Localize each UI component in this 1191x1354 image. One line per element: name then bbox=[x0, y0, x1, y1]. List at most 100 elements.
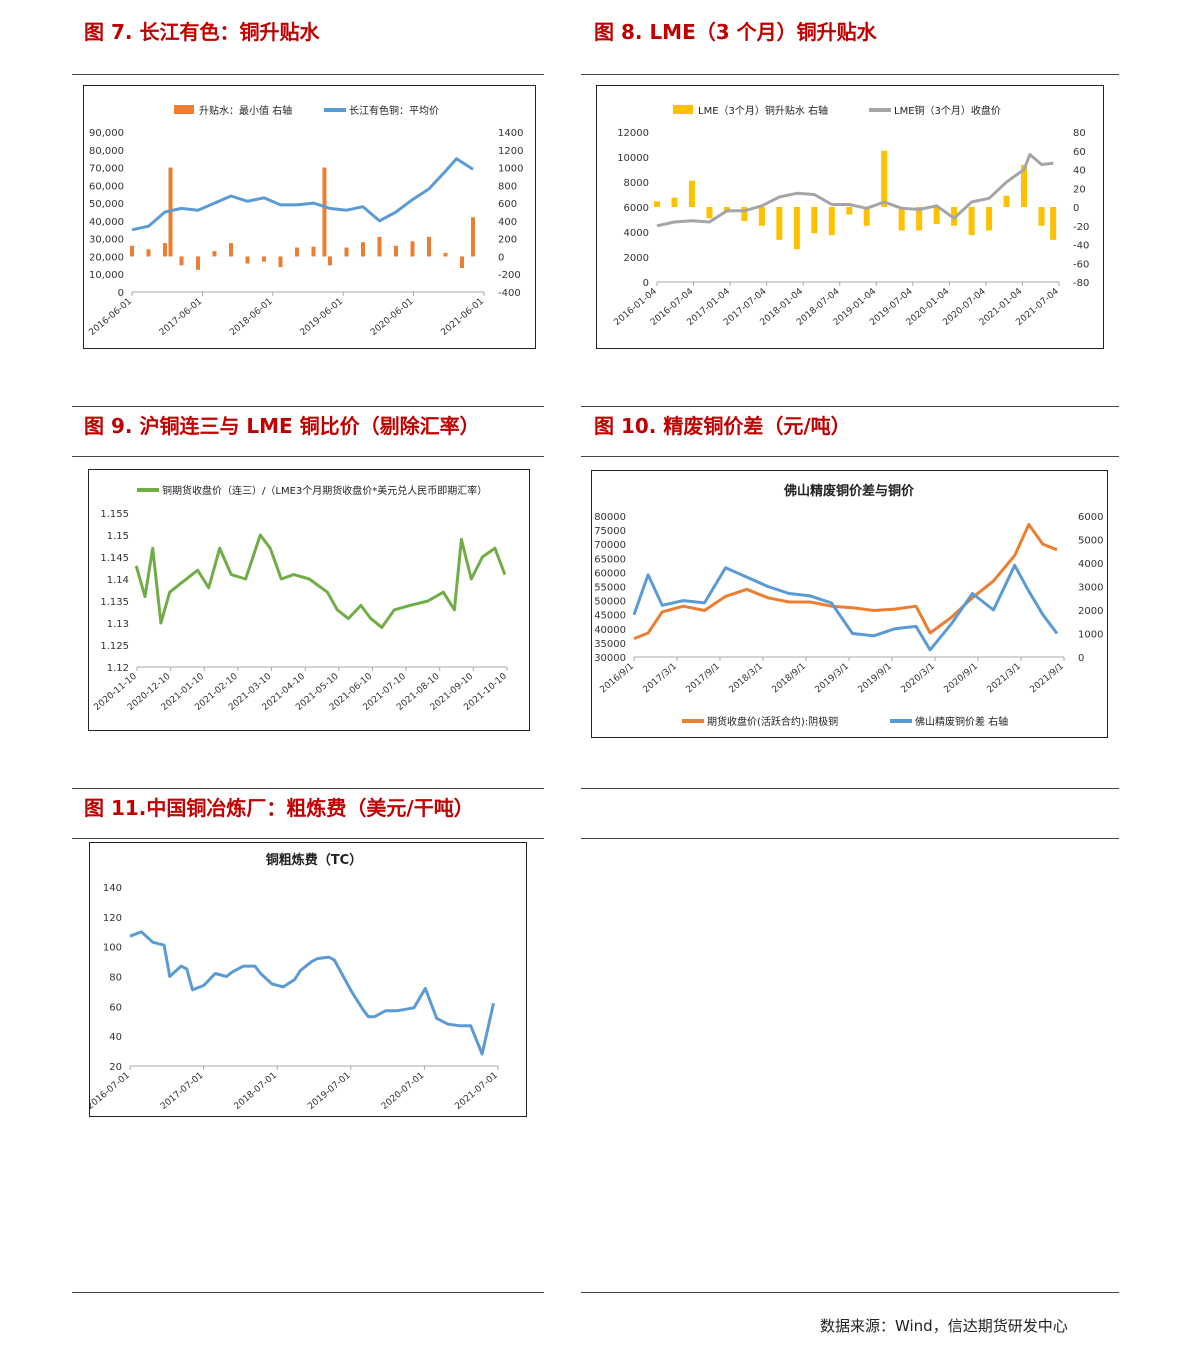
y-tick-label: 50,000 bbox=[89, 199, 124, 210]
x-tick-label: 2020-07-01 bbox=[380, 1071, 427, 1112]
y-tick-label: 1.135 bbox=[100, 597, 129, 608]
lme-bar bbox=[828, 207, 835, 236]
y-tick-label: 75000 bbox=[594, 526, 626, 537]
y2-tick-label: 1400 bbox=[498, 128, 523, 139]
premium-bar bbox=[311, 246, 316, 257]
y-tick-label: 65000 bbox=[594, 554, 626, 565]
x-tick-label: 2020/3/1 bbox=[900, 662, 937, 696]
premium-bar bbox=[212, 251, 217, 257]
y-tick-label: 35000 bbox=[594, 639, 626, 650]
y2-tick-label: 6000 bbox=[1078, 512, 1103, 523]
legend-label: 升贴水：最小值 右轴 bbox=[199, 104, 292, 117]
y2-tick-label: 800 bbox=[498, 181, 517, 192]
lme-bar bbox=[776, 207, 783, 240]
premium-bar bbox=[344, 247, 349, 257]
y-tick-label: 1.145 bbox=[100, 553, 129, 564]
chart-title: 铜粗炼费（TC） bbox=[265, 852, 362, 868]
premium-bar bbox=[228, 243, 233, 257]
lme-bar bbox=[741, 207, 748, 222]
lme-bar bbox=[1021, 164, 1028, 207]
y-tick-label: 20 bbox=[109, 1062, 122, 1073]
y2-tick-label: 0 bbox=[1073, 203, 1079, 214]
divider bbox=[581, 456, 1119, 457]
y2-tick-label: 2000 bbox=[1078, 606, 1103, 617]
lme-bar bbox=[898, 207, 905, 231]
premium-bar bbox=[294, 247, 299, 257]
lme-bar bbox=[863, 207, 870, 226]
y-tick-label: 12000 bbox=[617, 128, 649, 139]
premium-bar bbox=[393, 245, 398, 257]
y2-tick-label: 200 bbox=[498, 235, 517, 246]
y2-tick-label: 600 bbox=[498, 199, 517, 210]
premium-bar bbox=[426, 236, 431, 257]
y-tick-label: 0 bbox=[118, 288, 124, 299]
chart-8: 12000 10000 8000 6000 4000 2000 0 80 60 40 20 0 -20 -… bbox=[596, 85, 1104, 349]
divider bbox=[72, 838, 544, 839]
lme-bar bbox=[1050, 207, 1057, 240]
x-tick-label: 2017-07-01 bbox=[159, 1071, 206, 1112]
lme-bar bbox=[793, 207, 800, 250]
y-tick-label: 1.125 bbox=[100, 641, 129, 652]
lme-bar bbox=[811, 207, 818, 234]
y-tick-label: 140 bbox=[103, 883, 122, 894]
y-tick-label: 80000 bbox=[594, 512, 626, 523]
y-tick-label: 90,000 bbox=[89, 128, 124, 139]
y2-tick-label: 60 bbox=[1073, 147, 1086, 158]
chart-9-svg: 1.1551.151.1451.141.1351.131.1251.122020… bbox=[92, 484, 509, 713]
lme-bar bbox=[688, 180, 695, 207]
y-tick-label: 10,000 bbox=[89, 270, 124, 281]
legend-swatch bbox=[174, 105, 194, 114]
y-tick-label: 8000 bbox=[624, 178, 649, 189]
y2-tick-label: 400 bbox=[498, 217, 517, 228]
y2-tick-label: -200 bbox=[498, 270, 521, 281]
y-tick-label: 45000 bbox=[594, 611, 626, 622]
y-tick-label: 1.12 bbox=[107, 663, 129, 674]
y2-tick-label: -80 bbox=[1073, 278, 1089, 289]
chart-10-svg: 佛山精废铜价差与铜价800007500070000650006000055000… bbox=[594, 483, 1103, 728]
data-source-note: 数据来源：Wind，信达期货研发中心 bbox=[820, 1317, 1068, 1335]
spread-line-0 bbox=[633, 523, 1058, 641]
y-tick-label: 40,000 bbox=[89, 217, 124, 228]
divider bbox=[581, 406, 1119, 407]
lme-line-1 bbox=[656, 153, 1054, 228]
y2-tick-label: -400 bbox=[498, 288, 521, 299]
chart-title: 佛山精废铜价差与铜价 bbox=[783, 483, 915, 499]
premium-bar bbox=[195, 256, 200, 270]
premium-bar bbox=[245, 256, 250, 264]
y-tick-label: 1.13 bbox=[107, 619, 129, 630]
y-tick-label: 20,000 bbox=[89, 252, 124, 263]
premium-bar bbox=[179, 256, 184, 266]
y-tick-label: 60 bbox=[109, 1002, 122, 1013]
y2-tick-label: -40 bbox=[1073, 241, 1089, 252]
y-tick-label: 0 bbox=[643, 278, 649, 289]
y-tick-label: 10000 bbox=[617, 153, 649, 164]
premium-bar bbox=[470, 217, 475, 257]
y-tick-label: 70000 bbox=[594, 540, 626, 551]
y-tick-label: 30,000 bbox=[89, 235, 124, 246]
divider bbox=[72, 1292, 544, 1293]
legend-label: LME铜（3个月）收盘价 bbox=[894, 104, 1001, 117]
x-tick-label: 2021/3/1 bbox=[986, 662, 1023, 696]
ratio-line-0 bbox=[134, 533, 507, 629]
premium-bar bbox=[129, 245, 134, 257]
x-tick-label: 2017-06-01 bbox=[158, 297, 205, 338]
y2-tick-label: 1000 bbox=[1078, 630, 1103, 641]
x-tick-label: 2019/3/1 bbox=[814, 662, 851, 696]
premium-bar bbox=[322, 167, 327, 257]
figure-11-title: 图 11.中国铜冶炼厂：粗炼费（美元/干吨） bbox=[84, 796, 474, 820]
x-tick-label: 2019-07-01 bbox=[306, 1071, 353, 1112]
chart-10: 佛山精废铜价差与铜价 80000 75000 70000 65000 60000 55000… bbox=[591, 470, 1108, 738]
chart-8-svg: 12000 10000 8000 6000 4000 2000 0 80 60 40 20 0 -20 -… bbox=[612, 104, 1089, 328]
chart-7: 90,000 80,000 70,000 60,000 50,000 40,000 30,0… bbox=[83, 85, 536, 349]
x-tick-label: 2018/3/1 bbox=[728, 662, 765, 696]
figure-7-title: 图 7. 长江有色：铜升贴水 bbox=[84, 20, 320, 44]
premium-bar bbox=[146, 249, 151, 257]
figure-8-title: 图 8. LME（3 个月）铜升贴水 bbox=[594, 20, 877, 44]
premium-bar bbox=[377, 236, 382, 257]
premium-bar bbox=[459, 256, 464, 268]
lme-bar bbox=[933, 207, 940, 224]
lme-bar bbox=[758, 207, 765, 226]
lme-bar bbox=[1038, 207, 1045, 226]
premium-bar bbox=[410, 241, 415, 257]
lme-bar bbox=[846, 207, 853, 215]
